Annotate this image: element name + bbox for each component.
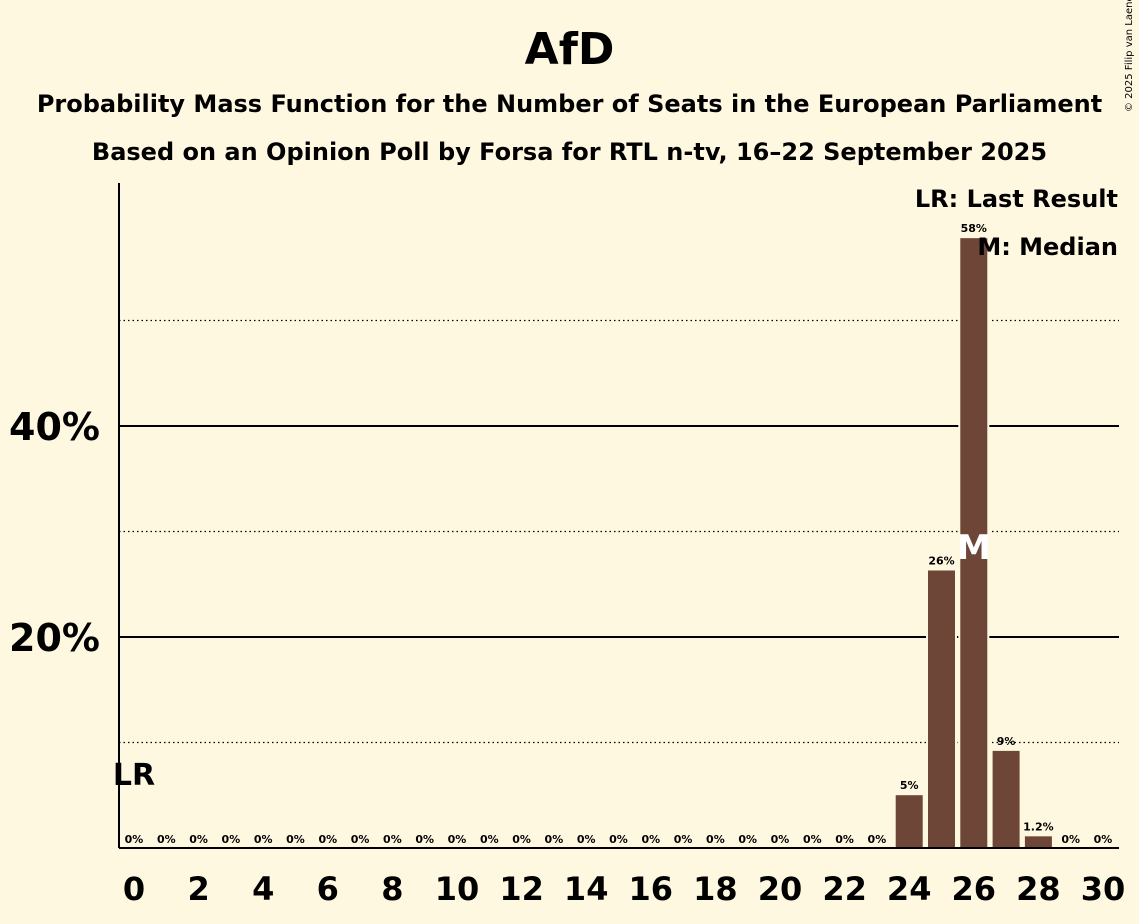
bar-value-label: 0% <box>868 833 887 846</box>
bar-value-label: 0% <box>577 833 596 846</box>
bar-value-label: 0% <box>674 833 693 846</box>
bar-value-label: 0% <box>383 833 402 846</box>
bar-value-label: 26% <box>928 554 954 567</box>
bar-value-label: 0% <box>448 833 467 846</box>
x-tick-label: 0 <box>123 870 145 908</box>
x-tick-label: 4 <box>252 870 274 908</box>
bar-value-label: 0% <box>1094 833 1113 846</box>
bar-value-label: 0% <box>157 833 176 846</box>
bar-value-label: 0% <box>125 833 144 846</box>
bar-value-label: 0% <box>738 833 757 846</box>
chart-title: AfD <box>524 24 615 75</box>
bar-value-label: 0% <box>512 833 531 846</box>
bar-value-label: 0% <box>318 833 337 846</box>
x-tick-label: 2 <box>187 870 209 908</box>
bar-value-label: 1.2% <box>1023 820 1054 833</box>
x-tick-label: 20 <box>758 870 803 908</box>
y-tick-label: 20% <box>9 616 100 660</box>
seat-bar <box>958 236 990 849</box>
y-tick-label: 40% <box>9 405 100 449</box>
bar-value-label: 0% <box>189 833 208 846</box>
bar-value-label: 0% <box>835 833 854 846</box>
bar-value-label: 0% <box>609 833 628 846</box>
seat-bar <box>990 748 1022 850</box>
x-tick-label: 10 <box>435 870 480 908</box>
bar-value-label: 0% <box>480 833 499 846</box>
x-tick-label: 26 <box>952 870 997 908</box>
x-tick-label: 12 <box>499 870 544 908</box>
legend-last-result: LR: Last Result <box>914 185 1118 213</box>
bar-value-label: 0% <box>803 833 822 846</box>
x-tick-label: 14 <box>564 870 609 908</box>
x-tick-label: 22 <box>822 870 867 908</box>
x-tick-label: 28 <box>1016 870 1061 908</box>
x-tick-label: 8 <box>381 870 403 908</box>
bar-value-label: 0% <box>222 833 241 846</box>
bar-value-label: 9% <box>997 735 1016 748</box>
x-tick-label: 6 <box>317 870 339 908</box>
seat-bar <box>893 793 925 850</box>
x-tick-label: 30 <box>1081 870 1126 908</box>
bar-value-label: 58% <box>961 222 987 235</box>
bar-value-label: 0% <box>415 833 434 846</box>
bar-value-label: 0% <box>1061 833 1080 846</box>
bar-layer <box>893 236 1054 850</box>
bar-value-label: 0% <box>351 833 370 846</box>
bar-value-label: 5% <box>900 779 919 792</box>
x-tick-label: 16 <box>629 870 674 908</box>
seat-bar <box>926 568 957 849</box>
bar-value-label: 0% <box>545 833 564 846</box>
bar-value-label: 0% <box>771 833 790 846</box>
x-tick-label: 24 <box>887 870 932 908</box>
bar-value-label: 0% <box>286 833 305 846</box>
chart-source-subtitle: Based on an Opinion Poll by Forsa for RT… <box>91 138 1048 166</box>
median-marker: M <box>957 528 991 568</box>
bar-value-label: 0% <box>641 833 660 846</box>
chart-subtitle: Probability Mass Function for the Number… <box>36 90 1103 118</box>
legend-median: M: Median <box>977 233 1118 261</box>
label-layer: 20%40%0% 0% 0% 0% 0% 0% 0% 0% 0% 0% 0% 0% 0% 0% 0% 0% 0%… <box>9 222 1125 908</box>
bar-value-label: 0% <box>706 833 725 846</box>
bar-value-label: 0% <box>254 833 273 846</box>
x-tick-label: 18 <box>693 870 738 908</box>
seat-bar <box>1022 834 1054 850</box>
